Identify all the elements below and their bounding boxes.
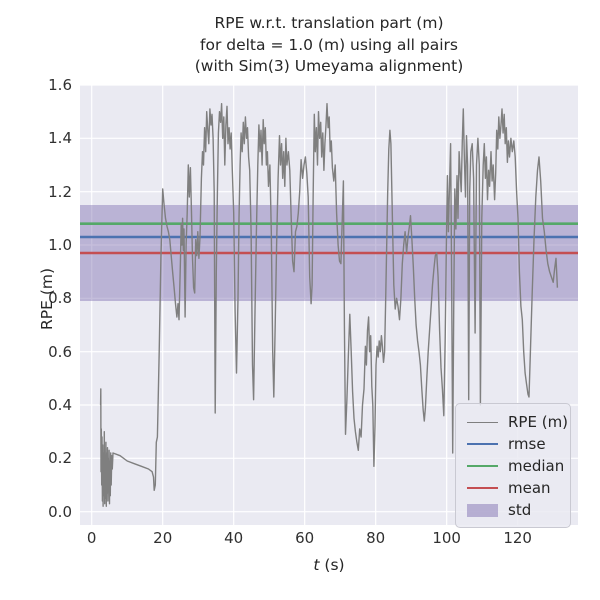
legend-label: std — [508, 501, 532, 519]
legend-swatch-line — [467, 421, 498, 423]
x-tick-label: 60 — [295, 529, 315, 547]
x-tick-label: 100 — [432, 529, 461, 547]
y-tick-label: 0.8 — [48, 289, 72, 308]
x-tick-label: 120 — [503, 529, 532, 547]
x-tick-label: 0 — [86, 529, 97, 547]
legend-label: rmse — [508, 435, 546, 453]
y-tick-label: 1.6 — [48, 76, 72, 94]
y-tick-label: 1.2 — [48, 182, 72, 201]
rpe-trace — [99, 102, 559, 507]
y-tick-label: 0.4 — [48, 396, 72, 414]
y-tick-label: 1.4 — [48, 129, 72, 148]
y-axis-label: RPE (m) — [38, 267, 56, 331]
legend-label: median — [508, 457, 565, 475]
y-tick-label: 0.0 — [48, 502, 72, 521]
x-axis-label-unit: (s) — [319, 556, 345, 574]
x-tick-label: 80 — [366, 529, 386, 547]
x-axis-label-variable: t — [313, 556, 320, 574]
legend-item-rmse: rmse — [467, 433, 570, 455]
legend-item-std: std — [467, 499, 570, 521]
legend: RPE (m) rmse median mean std — [455, 403, 571, 528]
chart-title-line3: (with Sim(3) Umeyama alignment) — [194, 57, 464, 75]
legend-label: mean — [508, 479, 551, 497]
x-axis-label: t (s) — [80, 556, 578, 574]
chart-title-line2: for delta = 1.0 (m) using all pairs — [200, 35, 458, 54]
chart-title-line1: RPE w.r.t. translation part (m) — [214, 14, 444, 32]
y-tick-label: 0.6 — [48, 342, 72, 361]
legend-swatch-patch — [467, 503, 498, 517]
chart-title: RPE w.r.t. translation part (m) for delt… — [80, 13, 578, 78]
x-tick-label: 20 — [153, 529, 173, 547]
y-tick-label: 0.2 — [48, 449, 72, 468]
legend-item-rpe-m-: RPE (m) — [467, 411, 570, 433]
legend-item-median: median — [467, 455, 570, 477]
legend-swatch-line — [467, 443, 498, 445]
legend-swatch-line — [467, 487, 498, 489]
legend-label: RPE (m) — [508, 413, 569, 431]
legend-item-mean: mean — [467, 477, 570, 499]
legend-swatch-line — [467, 465, 498, 467]
x-tick-label: 40 — [224, 529, 244, 547]
y-tick-label: 1.0 — [48, 236, 72, 254]
